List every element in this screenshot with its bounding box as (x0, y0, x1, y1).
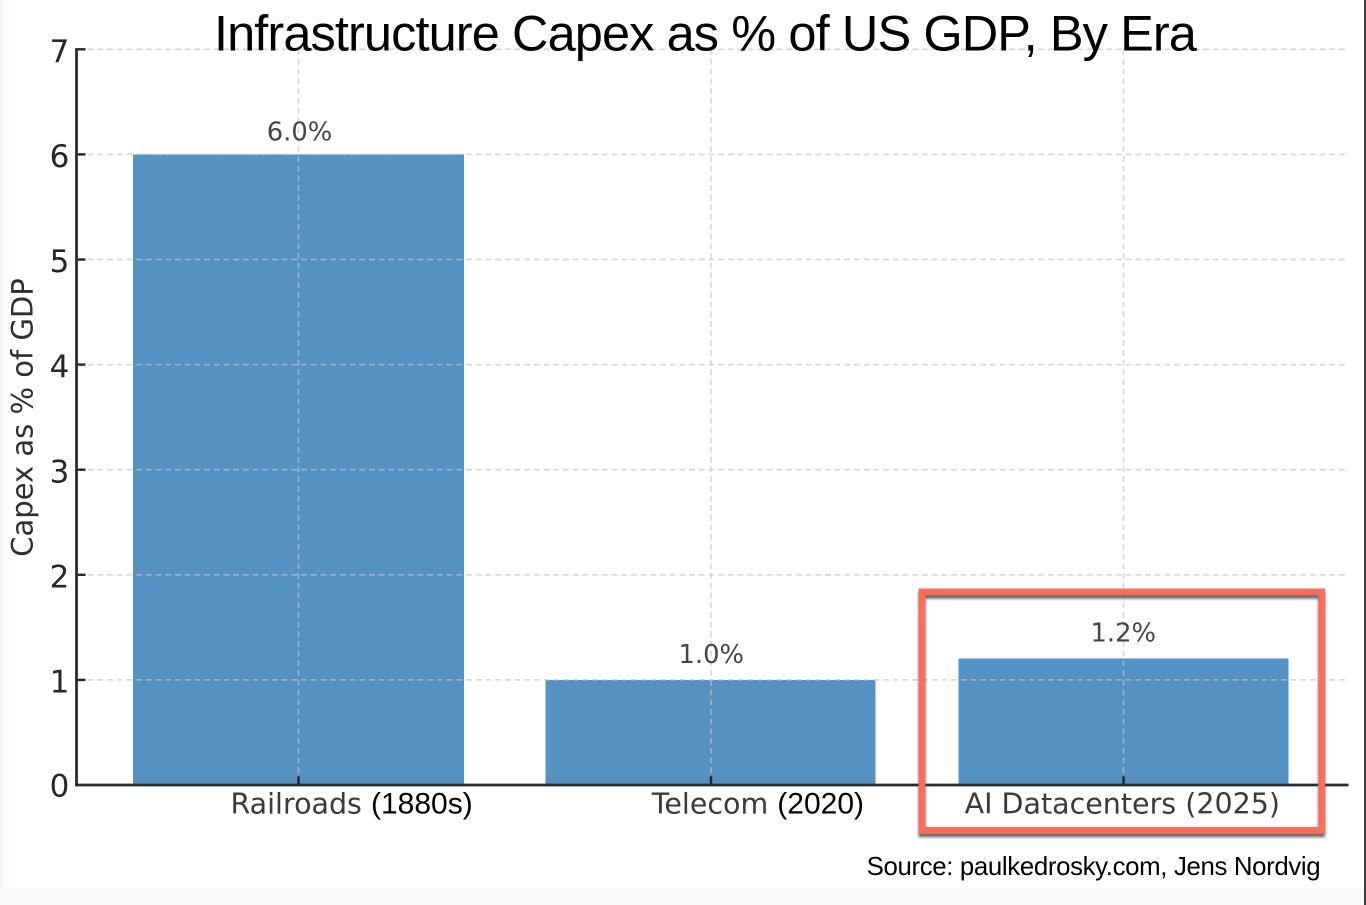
svg-text:4: 4 (50, 349, 70, 385)
svg-text:1: 1 (50, 665, 70, 701)
svg-text:Infrastructure Capex as % of U: Infrastructure Capex as % of US GDP, By … (214, 5, 1198, 62)
svg-text:Telecom (2020): Telecom (2020) (651, 787, 864, 820)
svg-text:5: 5 (50, 244, 70, 280)
svg-text:Source: paulkedrosky.com, Jens: Source: paulkedrosky.com, Jens Nordvig (867, 853, 1321, 881)
svg-text:Capex as % of GDP: Capex as % of GDP (6, 278, 40, 556)
svg-text:3: 3 (50, 454, 70, 490)
svg-text:2: 2 (50, 560, 70, 596)
svg-text:7: 7 (50, 34, 70, 70)
svg-text:0: 0 (50, 768, 70, 804)
svg-text:6.0%: 6.0% (267, 117, 333, 147)
svg-text:6: 6 (50, 139, 70, 175)
svg-text:Railroads (1880s): Railroads (1880s) (231, 787, 473, 820)
svg-text:1.0%: 1.0% (679, 640, 745, 670)
svg-text:1.2%: 1.2% (1091, 618, 1157, 648)
svg-text:AI Datacenters (2025): AI Datacenters (2025) (965, 787, 1280, 820)
